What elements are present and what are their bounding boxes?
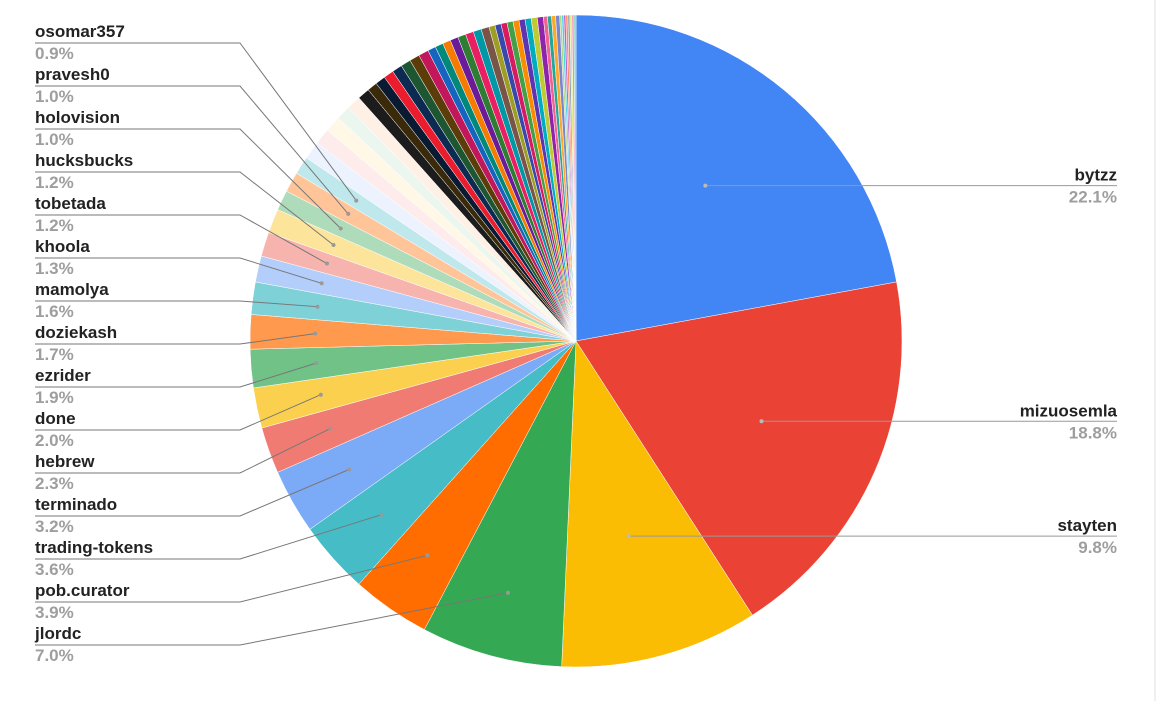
slice-label: tobetada [35, 194, 106, 213]
slice-value-label: 3.2% [35, 517, 74, 536]
slice-value-label: 2.3% [35, 474, 74, 493]
leader-dot [315, 304, 320, 309]
leader-dot [313, 331, 318, 336]
slice-label: mizuosemla [1020, 401, 1118, 420]
slice-label: mamolya [35, 280, 109, 299]
slice-value-label: 2.0% [35, 431, 74, 450]
leader-line [35, 128, 342, 229]
leader-dot [379, 512, 384, 517]
slice-label: doziekash [35, 323, 117, 342]
leader-dot [347, 467, 352, 472]
slice-label: pravesh0 [35, 65, 110, 84]
slice-value-label: 1.3% [35, 259, 74, 278]
slice-label: jlordc [34, 624, 81, 643]
pie-slice [573, 14, 577, 342]
slice-value-label: 0.9% [35, 44, 74, 63]
leader-dot [425, 553, 430, 558]
slice-label: hucksbucks [35, 151, 133, 170]
slice-value-label: 3.9% [35, 603, 74, 622]
leader-dot [626, 534, 631, 539]
leader-dot [505, 590, 510, 595]
slice-value-label: 1.9% [35, 388, 74, 407]
slice-value-label: 7.0% [35, 646, 74, 665]
leader-dot [324, 261, 329, 266]
slice-value-label: 1.0% [35, 87, 74, 106]
leader-dot [319, 281, 324, 286]
pie-slice [575, 281, 903, 616]
slice-value-label: 1.7% [35, 345, 74, 364]
leader-line [35, 257, 322, 284]
leader-line [35, 394, 321, 431]
leader-dot [703, 183, 708, 188]
slice-label: ezrider [35, 366, 91, 385]
pie-slice [575, 14, 897, 342]
leader-dot [338, 226, 343, 231]
leader-line [35, 592, 509, 646]
leader-line [35, 554, 428, 603]
leader-line [35, 469, 350, 517]
leader-dot [318, 392, 323, 397]
slice-value-label: 22.1% [1069, 188, 1117, 207]
slice-label: bytzz [1075, 166, 1118, 185]
slice-value-label: 3.6% [35, 560, 74, 579]
leader-line [35, 214, 328, 264]
leader-dot [328, 426, 333, 431]
slice-label: terminado [35, 495, 117, 514]
slice-value-label: 1.0% [35, 130, 74, 149]
slice-value-label: 1.2% [35, 216, 74, 235]
slice-value-label: 1.6% [35, 302, 74, 321]
slices [249, 14, 903, 668]
slice-label: pob.curator [35, 581, 130, 600]
slice-label: hebrew [35, 452, 95, 471]
leader-dot [346, 211, 351, 216]
leader-line [35, 428, 331, 474]
pie-slice [561, 340, 753, 668]
slice-label: stayten [1057, 516, 1117, 535]
slice-label: holovision [35, 108, 120, 127]
slice-value-label: 9.8% [1078, 538, 1117, 557]
leader-line [35, 514, 382, 560]
leader-dot [331, 242, 336, 247]
leader-dot [759, 419, 764, 424]
slice-value-label: 1.2% [35, 173, 74, 192]
labels: bytzz 22.1% mizuosemla 18.8% stayten 9.8% jlor… [34, 22, 1118, 665]
leader-line [35, 42, 357, 201]
leader-line [35, 85, 349, 215]
pie-slice [424, 340, 577, 667]
slice-label: trading-tokens [35, 538, 153, 557]
leader-dot [314, 361, 319, 366]
leader-line [35, 300, 318, 308]
leader-line [35, 362, 317, 388]
slice-label: khoola [35, 237, 90, 256]
slice-value-label: 18.8% [1069, 423, 1117, 442]
slice-label: done [35, 409, 76, 428]
leader-line [35, 333, 316, 345]
slice-label: osomar357 [35, 22, 125, 41]
leader-dot [354, 198, 359, 203]
leader-line [35, 171, 334, 246]
